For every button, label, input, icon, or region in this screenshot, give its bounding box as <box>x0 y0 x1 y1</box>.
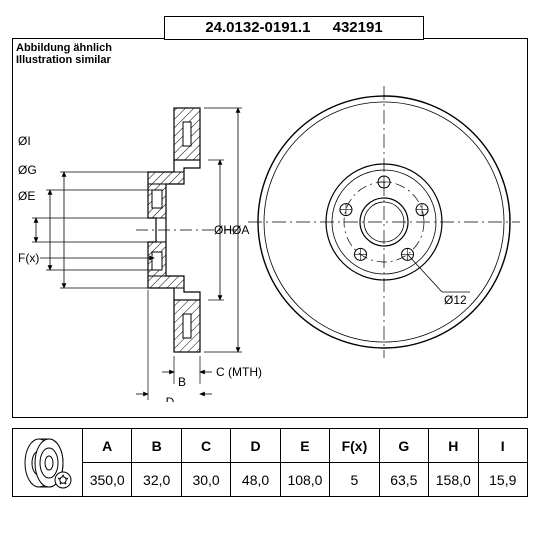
col-I: I <box>478 429 528 463</box>
part-number: 24.0132-0191.1 <box>205 17 310 39</box>
col-Fx: F(x) <box>330 429 379 463</box>
col-D: D <box>231 429 280 463</box>
val-E: 108,0 <box>280 463 329 497</box>
col-A: A <box>83 429 132 463</box>
front-view: Ø12 <box>248 86 520 358</box>
label-c: C (MTH) <box>216 365 262 379</box>
label-b: B <box>178 375 186 389</box>
label-og: ØG <box>18 163 37 177</box>
technical-drawing: ØI ØG ØE ØH ØA F(x) <box>12 62 528 402</box>
val-B: 32,0 <box>132 463 181 497</box>
label-d: D <box>166 395 175 402</box>
side-view: ØI ØG ØE ØH ØA F(x) <box>18 108 262 402</box>
val-Fx: 5 <box>330 463 379 497</box>
ref-number: 432191 <box>333 17 383 39</box>
disc-icon-cell <box>13 429 83 497</box>
val-A: 350,0 <box>83 463 132 497</box>
label-oe: ØE <box>18 189 35 203</box>
spec-header-row: A B C D E F(x) G H I <box>13 429 528 463</box>
label-oi: ØI <box>18 134 31 148</box>
spec-value-row: 350,0 32,0 30,0 48,0 108,0 5 63,5 158,0 … <box>13 463 528 497</box>
val-C: 30,0 <box>181 463 230 497</box>
label-oa: ØA <box>232 223 249 237</box>
col-C: C <box>181 429 230 463</box>
val-H: 158,0 <box>429 463 478 497</box>
note-de: Abbildung ähnlich <box>16 42 112 54</box>
val-G: 63,5 <box>379 463 428 497</box>
diagram-area: ØI ØG ØE ØH ØA F(x) <box>12 62 528 402</box>
label-oh: ØH <box>214 223 232 237</box>
col-G: G <box>379 429 428 463</box>
col-B: B <box>132 429 181 463</box>
title-bar: 24.0132-0191.1 432191 <box>164 16 424 40</box>
label-hole: Ø12 <box>444 293 467 307</box>
val-I: 15,9 <box>478 463 528 497</box>
col-E: E <box>280 429 329 463</box>
spec-table: A B C D E F(x) G H I 350,0 32,0 30,0 48,… <box>12 428 528 497</box>
col-H: H <box>429 429 478 463</box>
disc-icon <box>19 434 77 492</box>
val-D: 48,0 <box>231 463 280 497</box>
label-fx: F(x) <box>18 251 39 265</box>
